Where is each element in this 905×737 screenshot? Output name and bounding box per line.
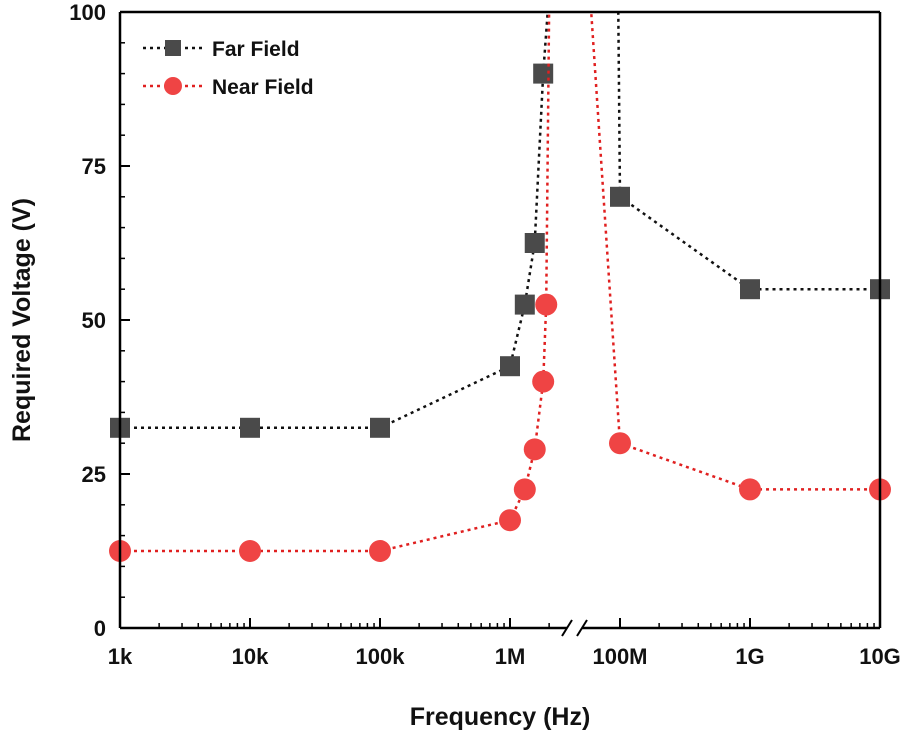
x-axis-break xyxy=(561,619,588,637)
x-tick-label: 100k xyxy=(356,644,406,669)
data-point xyxy=(739,478,761,501)
y-tick-label: 100 xyxy=(69,0,106,25)
series-line-segment xyxy=(120,73,545,430)
legend-marker xyxy=(165,40,181,56)
x-tick-label: 100M xyxy=(592,644,647,669)
series-line-segment xyxy=(619,195,880,291)
legend-entry: Near Field xyxy=(143,76,314,99)
data-point xyxy=(610,186,630,207)
y-axis-title: Required Voltage (V) xyxy=(8,198,36,442)
series-line-asymptote xyxy=(617,12,622,197)
data-point xyxy=(513,478,536,501)
data-point xyxy=(524,233,545,253)
break-slash-right xyxy=(576,619,588,637)
series-near-field xyxy=(120,12,880,553)
series-far-field xyxy=(120,12,880,430)
y-tick-label: 50 xyxy=(82,308,106,333)
data-point xyxy=(369,540,391,562)
legend-entry: Far Field xyxy=(143,38,300,61)
series-line-segment xyxy=(619,442,880,491)
break-slash-left xyxy=(561,619,573,637)
legend-marker xyxy=(164,77,182,95)
data-point xyxy=(370,417,390,438)
data-point xyxy=(239,540,261,562)
x-tick-label: 1k xyxy=(108,644,133,669)
data-point xyxy=(523,438,546,461)
data-point xyxy=(499,509,521,532)
series-line-asymptote xyxy=(541,12,549,74)
data-point xyxy=(740,279,760,300)
legend-label: Near Field xyxy=(212,76,314,99)
y-tick-label: 25 xyxy=(82,462,106,487)
series-line-asymptote xyxy=(544,12,551,305)
y-tick-label: 75 xyxy=(82,154,106,179)
x-tick-label: 1G xyxy=(735,644,764,669)
legend: Far Field Near Field xyxy=(143,38,314,99)
data-point xyxy=(609,432,631,455)
series-line-asymptote xyxy=(589,12,622,444)
y-tick-label: 0 xyxy=(94,616,106,641)
data-point xyxy=(514,294,535,315)
series-markers xyxy=(110,63,890,438)
data-point xyxy=(500,356,520,377)
x-axis-title: Frequency (Hz) xyxy=(410,703,591,731)
x-tick-label: 1M xyxy=(495,644,526,669)
x-tick-label: 10G xyxy=(859,644,901,669)
data-point xyxy=(240,417,260,438)
series-layer xyxy=(109,12,891,562)
axes: 0 25 50 75 100 1k 10k 100k 1M 100M 1G 10G xyxy=(69,0,901,669)
data-point xyxy=(532,370,555,393)
series-markers xyxy=(109,293,891,562)
data-point xyxy=(533,63,554,84)
data-point xyxy=(535,293,558,316)
series-line-segment xyxy=(120,304,548,553)
x-tick-label: 10k xyxy=(232,644,269,669)
legend-label: Far Field xyxy=(212,38,300,61)
